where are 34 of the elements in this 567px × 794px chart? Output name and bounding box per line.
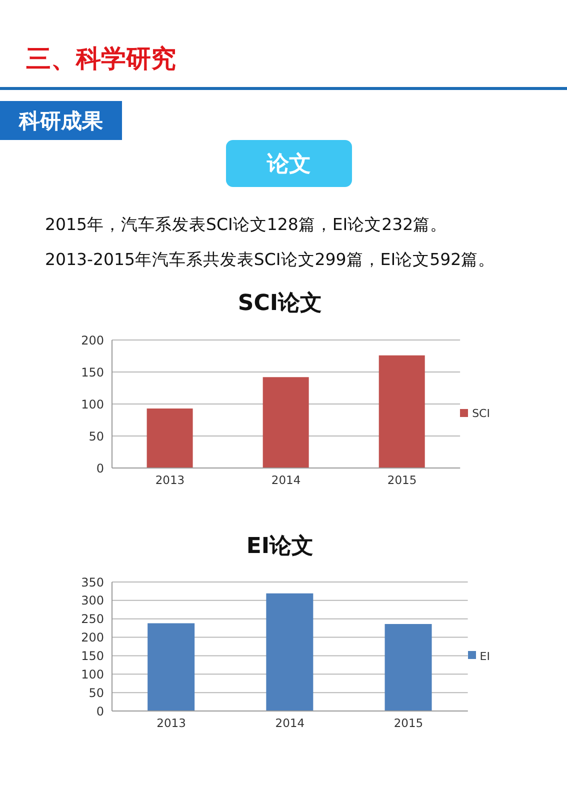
- x-tick-label: 2013: [155, 473, 185, 488]
- bar: [266, 593, 314, 711]
- y-tick-label: 50: [88, 429, 104, 444]
- y-tick-label: 150: [81, 648, 104, 663]
- legend-label: EI: [480, 650, 490, 662]
- legend-label: SCI: [472, 407, 490, 420]
- x-tick-label: 2015: [394, 716, 424, 730]
- bar: [148, 623, 195, 711]
- x-tick-label: 2015: [387, 473, 417, 488]
- bar: [378, 355, 425, 468]
- y-tick-label: 350: [81, 575, 104, 590]
- text: 2015年，汽车系发表SCI论文128篇，EI论文232篇。: [45, 214, 448, 236]
- y-tick-label: 50: [88, 686, 104, 700]
- y-tick-label: 150: [81, 365, 104, 380]
- topic-button: 论文: [226, 140, 352, 187]
- y-tick-label: 100: [81, 667, 104, 682]
- x-tick-label: 2014: [271, 473, 301, 488]
- bar: [384, 624, 432, 711]
- y-tick-label: 100: [81, 397, 104, 412]
- bar: [262, 377, 309, 468]
- chart-title: EI论文: [245, 533, 315, 561]
- y-tick-label: 0: [96, 704, 104, 718]
- section-tab: 科研成果: [0, 101, 122, 140]
- y-tick-label: 200: [81, 630, 104, 645]
- y-tick-label: 300: [81, 594, 104, 608]
- x-tick-label: 2013: [156, 716, 186, 730]
- chart-title: SCI论文: [236, 290, 324, 318]
- text: 2013-2015年汽车系共发表SCI论文299篇，EI论文592篇。: [45, 249, 496, 271]
- text: 三、科学研究: [26, 43, 176, 75]
- bar: [146, 408, 193, 468]
- y-tick-label: 250: [81, 612, 104, 626]
- y-tick-label: 200: [81, 333, 104, 348]
- x-tick-label: 2014: [275, 716, 305, 730]
- y-tick-label: 0: [96, 461, 104, 476]
